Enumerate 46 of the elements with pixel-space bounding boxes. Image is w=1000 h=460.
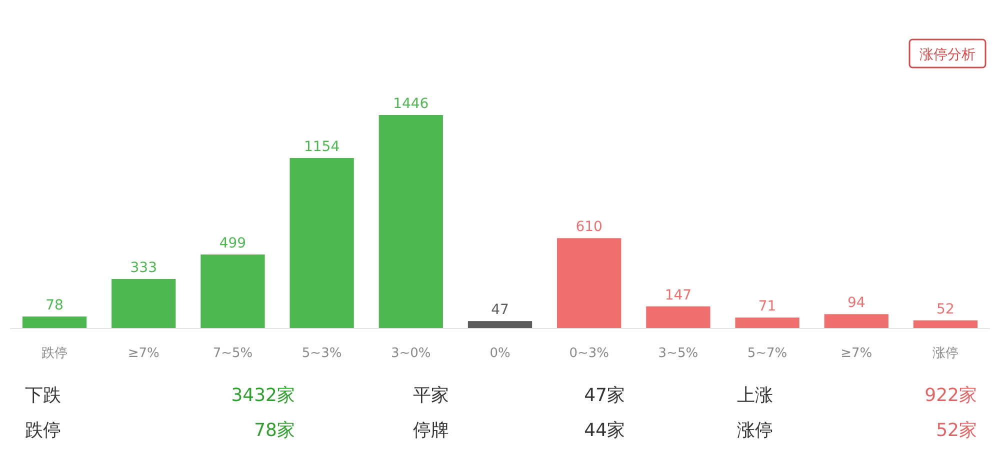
- x-tick-label: 5~7%: [747, 346, 788, 361]
- data-label: 52: [936, 301, 954, 318]
- bar: [824, 314, 888, 328]
- text: 78家: [254, 420, 295, 441]
- x-tick-label: 5~3%: [302, 346, 342, 361]
- x-tick-label: 3~5%: [658, 346, 698, 361]
- x-tick-label: ≥7%: [840, 346, 872, 361]
- data-label: 1446: [393, 96, 429, 112]
- data-label: 333: [130, 260, 158, 276]
- bar: [378, 115, 443, 328]
- text: 922家: [924, 385, 977, 406]
- text: 平家: [413, 385, 449, 406]
- bar: [468, 321, 532, 328]
- x-tick-label: 涨停: [932, 346, 958, 361]
- x-tick-label: 0%: [490, 346, 510, 361]
- data-label: 147: [664, 287, 692, 304]
- x-tick-label: ≥7%: [128, 346, 160, 361]
- text: 52家: [936, 420, 977, 441]
- text: 3432家: [231, 385, 295, 406]
- text: 44家: [584, 420, 625, 441]
- data-label: 47: [491, 302, 509, 318]
- bar: [557, 238, 622, 328]
- data-label: 499: [219, 235, 246, 252]
- x-tick-label: 0~3%: [569, 346, 609, 361]
- bar: [200, 254, 265, 328]
- bar: [112, 278, 176, 328]
- data-label: 1154: [304, 139, 340, 156]
- text: 47家: [584, 385, 625, 406]
- x-tick-label: 跌停: [42, 346, 68, 361]
- x-tick-label: 3~0%: [391, 346, 431, 361]
- text: 涨停: [737, 420, 773, 441]
- x-tick-label: 7~5%: [212, 346, 253, 361]
- bar: [22, 316, 87, 328]
- text: 下跌: [25, 385, 61, 406]
- data-label: 610: [576, 219, 602, 236]
- data-label: 71: [758, 298, 776, 315]
- bar: [735, 318, 800, 328]
- data-label: 94: [847, 295, 866, 312]
- bar: [913, 320, 978, 328]
- bar: [646, 306, 710, 328]
- bar: [290, 158, 354, 328]
- data-label: 78: [46, 298, 64, 314]
- text: 上涨: [737, 385, 773, 406]
- text: 停牌: [413, 420, 449, 441]
- text: 跌停: [25, 420, 61, 441]
- analysis-button: 涨停分析: [908, 38, 986, 68]
